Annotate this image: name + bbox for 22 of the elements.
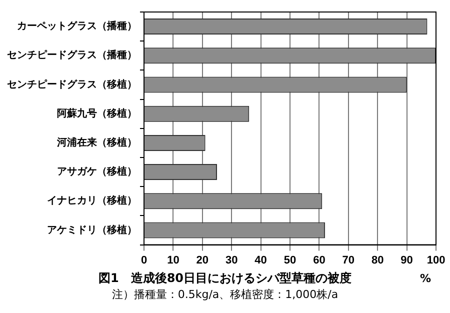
x-tick-label: 40 xyxy=(254,254,267,266)
x-tick-label: 100 xyxy=(426,254,446,266)
x-tick-label: 90 xyxy=(400,254,413,266)
text: 図1 造成後80日目におけるシバ型草種の被度 xyxy=(98,271,352,285)
x-tick-label: 70 xyxy=(342,254,355,266)
x-tick-label: 20 xyxy=(196,254,209,266)
x-tick-label: 50 xyxy=(284,254,296,266)
y-tick-label: イナヒカリ（移植） xyxy=(47,194,137,207)
x-tick-label: 60 xyxy=(313,254,326,266)
x-tick-label: 10 xyxy=(167,254,180,266)
y-tick-label: アケミドリ（移植） xyxy=(47,224,137,236)
x-tick-label: 80 xyxy=(371,254,384,266)
x-tick-label: 30 xyxy=(225,254,238,266)
y-tick-label: 河浦在来（移植） xyxy=(56,136,137,149)
x-tick-label: 0 xyxy=(140,254,148,266)
text: 注）播種量：0.5kg/a、移植密度：1,000株/a xyxy=(110,287,340,302)
y-tick-label: センチピードグラス（播種） xyxy=(7,49,137,62)
y-tick-label: センチピードグラス（移植） xyxy=(7,78,137,90)
x-axis-title: % xyxy=(420,272,432,285)
y-tick-label: カーペットグラス（播種） xyxy=(17,20,137,32)
y-tick-label: アサガケ（移植） xyxy=(57,166,137,178)
y-tick-label: 阿蘇九号（移植） xyxy=(57,107,137,120)
